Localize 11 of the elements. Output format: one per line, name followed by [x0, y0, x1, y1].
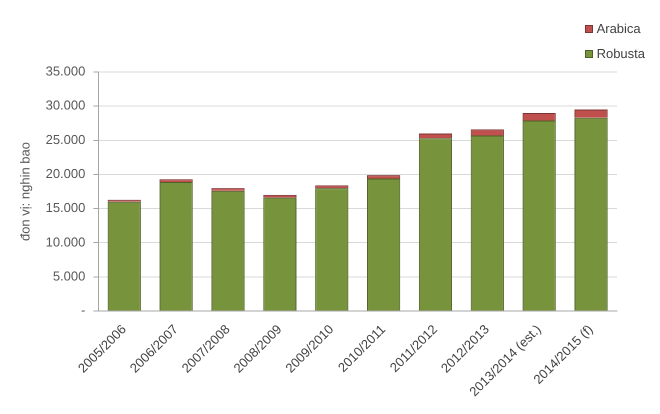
- y-tick-label: 10.000: [46, 234, 86, 250]
- y-tick-label: 35.000: [46, 64, 86, 79]
- y-tick-label: 5.000: [52, 268, 86, 284]
- legend-label: Robusta: [596, 46, 645, 61]
- y-tick-label: 25.000: [46, 132, 86, 147]
- y-axis-title: đon vị: nghin bao: [17, 142, 32, 242]
- y-tick-label: 30.000: [46, 98, 86, 113]
- y-tick-label: 20.000: [46, 166, 86, 182]
- y-tick-label: -: [81, 302, 86, 318]
- y-tick-label: 15.000: [46, 200, 86, 216]
- legend-label: Arabica: [596, 21, 641, 36]
